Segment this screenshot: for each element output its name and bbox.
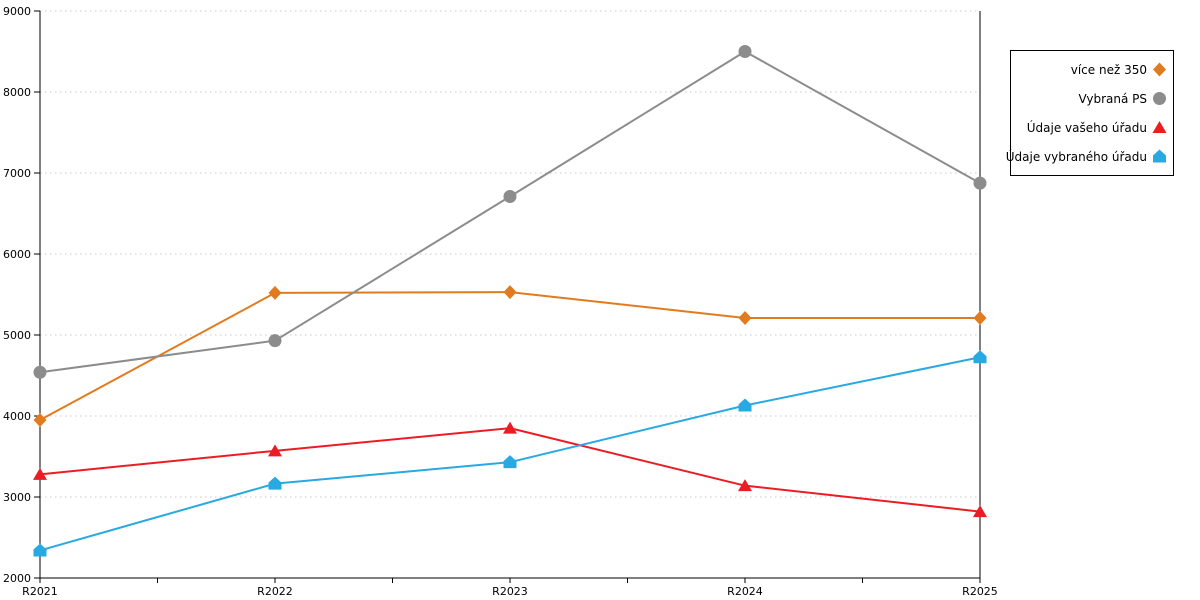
data-point-marker xyxy=(268,334,282,348)
circle-icon xyxy=(1153,92,1166,105)
legend-item-label: Údaje vybraného úřadu xyxy=(1005,149,1147,164)
x-tick-label: R2022 xyxy=(257,585,293,598)
x-tick-label: R2025 xyxy=(962,585,998,598)
x-tick-label: R2021 xyxy=(22,585,58,598)
legend-item: Vybraná PS xyxy=(1015,84,1167,113)
data-point-marker xyxy=(738,398,752,412)
data-point-marker xyxy=(268,444,282,457)
data-point-marker xyxy=(268,285,282,300)
data-point-marker xyxy=(503,455,517,469)
series-line xyxy=(39,50,981,374)
triangle-icon xyxy=(1152,121,1167,133)
series-line xyxy=(39,356,981,552)
x-tick-label: R2023 xyxy=(492,585,528,598)
chart-legend: více než 350 Vybraná PS Údaje vašeho úřadu… xyxy=(1006,50,1174,176)
diamond-glyph xyxy=(1153,62,1166,77)
data-point-marker xyxy=(503,189,517,203)
data-point-marker xyxy=(503,421,517,434)
data-point-marker xyxy=(738,479,752,492)
legend-item: Údaje vybraného úřadu xyxy=(1006,142,1167,171)
legend-item-label: Vybraná PS xyxy=(1078,91,1147,106)
data-point-marker xyxy=(973,350,987,364)
data-point-marker xyxy=(738,310,752,325)
y-tick-label: 9000 xyxy=(3,5,31,18)
legend-item: více než 350 xyxy=(1015,55,1167,84)
legend-item-label: více než 350 xyxy=(1070,62,1147,77)
y-tick-label: 4000 xyxy=(3,410,31,423)
x-tick-label: R2024 xyxy=(727,585,763,598)
pentagon-icon xyxy=(1153,149,1166,163)
data-point-marker xyxy=(973,176,987,190)
data-point-marker xyxy=(33,413,47,428)
series-line xyxy=(39,427,981,513)
data-point-marker xyxy=(268,476,282,490)
legend-item-label: Údaje vašeho úřadu xyxy=(1026,120,1147,135)
y-tick-label: 5000 xyxy=(3,329,31,342)
data-point-marker xyxy=(503,285,517,300)
y-tick-label: 2000 xyxy=(3,572,31,585)
y-tick-label: 3000 xyxy=(3,491,31,504)
data-point-marker xyxy=(33,543,47,557)
data-point-marker xyxy=(973,310,987,325)
series-line xyxy=(39,291,980,421)
data-point-marker xyxy=(973,505,987,518)
pentagon-glyph xyxy=(1153,149,1166,163)
data-point-marker xyxy=(33,365,47,379)
circle-glyph xyxy=(1153,92,1166,105)
legend-item: Údaje vašeho úřadu xyxy=(1015,113,1167,142)
diamond-icon xyxy=(1153,62,1166,77)
y-tick-label: 6000 xyxy=(3,248,31,261)
triangle-glyph xyxy=(1152,121,1167,133)
data-point-marker xyxy=(738,45,752,58)
data-point-marker xyxy=(33,467,47,480)
y-tick-label: 7000 xyxy=(3,167,31,180)
y-tick-label: 8000 xyxy=(3,86,31,99)
